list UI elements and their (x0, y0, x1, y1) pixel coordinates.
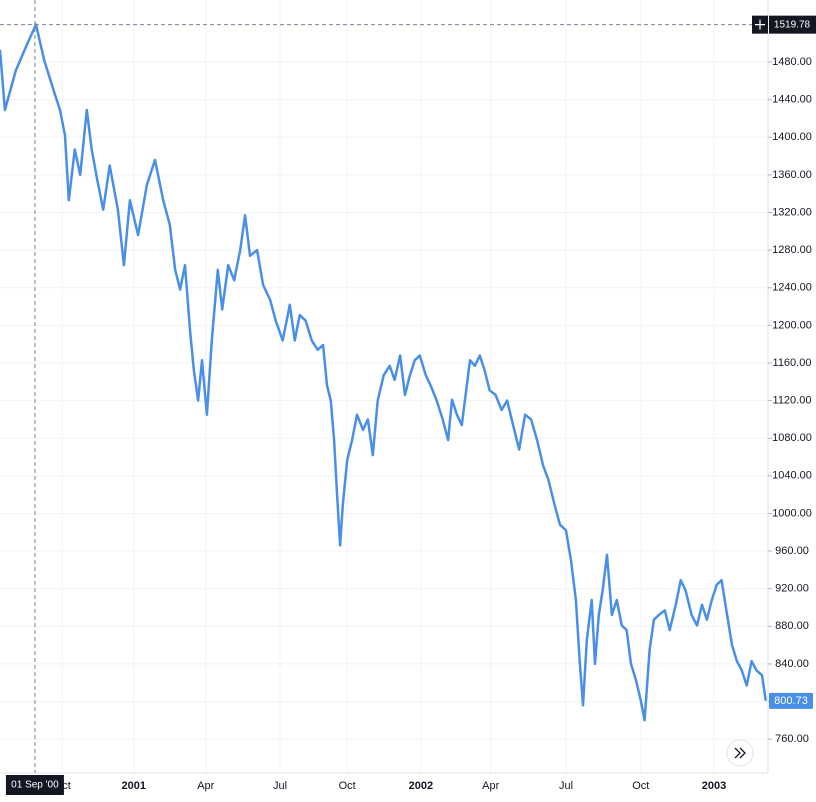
scroll-icon (734, 747, 746, 759)
y-tick-label: 1000.00 (772, 507, 812, 519)
x-tick-label: 2001 (121, 780, 145, 792)
y-tick-label: 1480.00 (772, 56, 812, 68)
y-tick-label: 1120.00 (773, 395, 812, 407)
last-price-box (769, 692, 813, 709)
x-tick-label: Jul (559, 780, 573, 792)
x-tick-label: 2002 (409, 780, 433, 792)
plot (0, 23, 768, 722)
y-tick-label: 1040.00 (772, 470, 812, 482)
scroll-button[interactable] (726, 739, 754, 767)
crosshair-x-box (5, 775, 64, 795)
x-tick-label: Apr (197, 780, 214, 792)
crosshair-plus (755, 19, 765, 30)
y-tick-label: 1080.00 (772, 432, 812, 444)
y-tick-label: 760.00 (775, 733, 809, 745)
grid (0, 0, 768, 773)
x-tick-label: 2003 (702, 780, 726, 792)
y-tick-label: 920.00 (775, 583, 809, 595)
x-tick-label: Jul (273, 780, 287, 792)
crosshair-y-label: 1519.78 (774, 19, 811, 30)
y-tick-label: 1240.00 (772, 282, 812, 294)
last-price-label: 800.73 (774, 695, 808, 707)
crosshair-x-label: 01 Sep '00 (11, 780, 59, 791)
y-tick-label: 1200.00 (772, 319, 812, 331)
y-tick-label: 1320.00 (772, 206, 812, 218)
y-tick-label: 880.00 (775, 620, 809, 632)
x-tick-label: Apr (482, 780, 499, 792)
y-tick-label: 1400.00 (772, 131, 812, 143)
x-tick-label: Oct (632, 780, 649, 792)
y-tick-label: 1360.00 (772, 169, 812, 181)
crosshair-y-box (769, 15, 816, 34)
x-tick-label: Oct (339, 780, 356, 792)
y-tick-label: 1280.00 (772, 244, 812, 256)
y-tick-label: 1160.00 (773, 357, 812, 369)
price-line (0, 23, 768, 722)
y-tick-label: 1440.00 (772, 94, 812, 106)
y-tick-label: 840.00 (775, 658, 809, 670)
y-tick-label: 960.00 (775, 545, 809, 557)
